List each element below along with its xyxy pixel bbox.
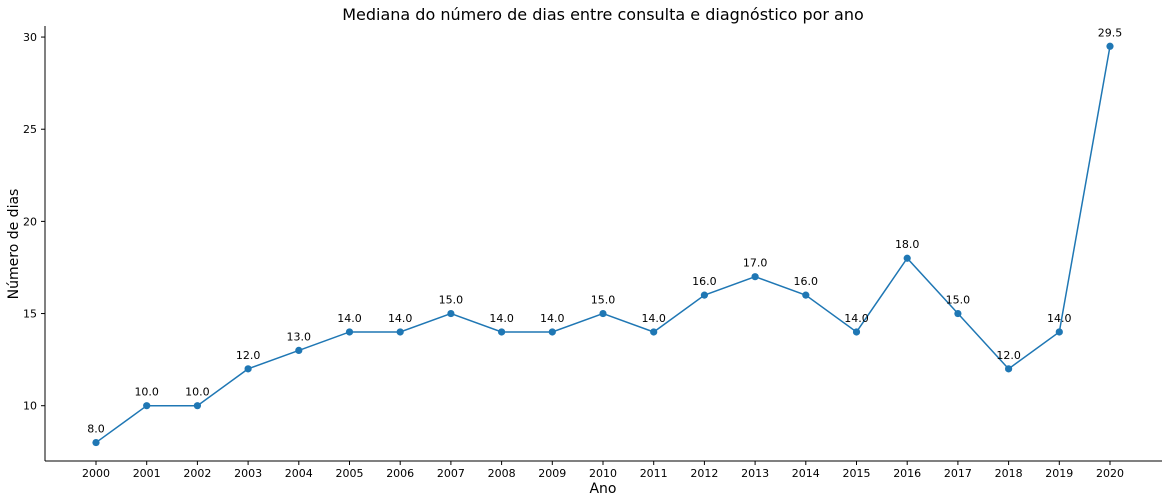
data-label: 10.0 (185, 386, 210, 399)
data-label: 12.0 (236, 349, 261, 362)
data-point (802, 291, 810, 299)
data-point (903, 254, 911, 262)
x-axis-label: Ano (589, 481, 616, 497)
data-label: 14.0 (540, 312, 565, 325)
data-label: 14.0 (1047, 312, 1072, 325)
data-point (447, 309, 455, 318)
data-point (295, 346, 303, 355)
y-tick-label: 10 (23, 400, 37, 413)
x-tick-label: 2016 (893, 467, 921, 480)
x-tick-label: 2006 (386, 467, 414, 480)
x-tick-label: 2002 (183, 467, 211, 480)
data-point (498, 328, 506, 336)
y-axis: 10 15 20 25 30 (23, 31, 45, 413)
x-tick-label: 2001 (133, 467, 161, 480)
data-point (92, 438, 100, 447)
x-tick-label: 2017 (944, 467, 972, 480)
data-label: 10.0 (134, 386, 159, 399)
x-tick-label: 2019 (1045, 467, 1073, 480)
x-tick-label: 2003 (234, 467, 262, 480)
y-axis-label: Número de dias (6, 189, 22, 300)
data-label: 14.0 (641, 312, 666, 325)
x-tick-label: 2020 (1096, 467, 1124, 480)
x-tick-label: 2011 (640, 467, 668, 480)
x-tick-label: 2015 (843, 467, 871, 480)
series-median-days (92, 42, 1114, 447)
x-tick-label: 2014 (792, 467, 820, 480)
data-label: 14.0 (489, 312, 514, 325)
data-label: 17.0 (743, 257, 768, 270)
data-label: 15.0 (439, 294, 464, 307)
data-label: 14.0 (337, 312, 362, 325)
data-point (954, 309, 962, 318)
data-label: 29.5 (1098, 26, 1123, 39)
data-point (396, 328, 404, 336)
data-point (700, 291, 709, 299)
data-point (1005, 365, 1013, 373)
data-label: 15.0 (591, 294, 616, 307)
data-label: 16.0 (692, 275, 717, 288)
x-tick-label: 2005 (336, 467, 364, 480)
data-point (345, 328, 354, 336)
x-tick-label: 2013 (741, 467, 769, 480)
x-tick-label: 2008 (488, 467, 516, 480)
data-label: 8.0 (87, 423, 105, 436)
y-tick-label: 15 (23, 308, 37, 321)
data-label: 13.0 (287, 330, 312, 343)
data-point (1106, 42, 1114, 50)
data-point (244, 365, 252, 373)
x-axis: 2000 2001 2002 2003 2004 2005 2006 2007 2008 2009… (82, 461, 1124, 480)
data-point (143, 402, 151, 410)
x-tick-label: 2009 (538, 467, 566, 480)
data-point (548, 328, 556, 336)
data-label: 15.0 (946, 294, 971, 307)
data-point (1055, 328, 1063, 336)
x-tick-label: 2000 (82, 467, 110, 480)
chart-title: Mediana do número de dias entre consulta… (342, 5, 864, 24)
data-labels: 8.0 10.0 10.0 12.0 13.0 14.0 14.0 15.0 14.0 14.0 1… (87, 26, 1122, 435)
y-tick-label: 25 (23, 123, 37, 136)
x-tick-label: 2012 (690, 467, 718, 480)
data-label: 12.0 (996, 349, 1021, 362)
data-label: 16.0 (794, 275, 819, 288)
data-label: 14.0 (844, 312, 869, 325)
data-point (193, 402, 201, 410)
series-line (95, 46, 1111, 444)
x-tick-label: 2007 (437, 467, 465, 480)
x-tick-label: 2018 (995, 467, 1023, 480)
x-tick-label: 2004 (285, 467, 313, 480)
y-tick-label: 30 (23, 31, 37, 44)
data-point (599, 309, 607, 318)
data-point (751, 273, 759, 281)
data-label: 14.0 (388, 312, 413, 325)
y-tick-label: 20 (23, 215, 37, 228)
data-point (650, 328, 658, 336)
data-label: 18.0 (895, 238, 920, 251)
x-tick-label: 2010 (589, 467, 617, 480)
data-point (852, 328, 861, 336)
